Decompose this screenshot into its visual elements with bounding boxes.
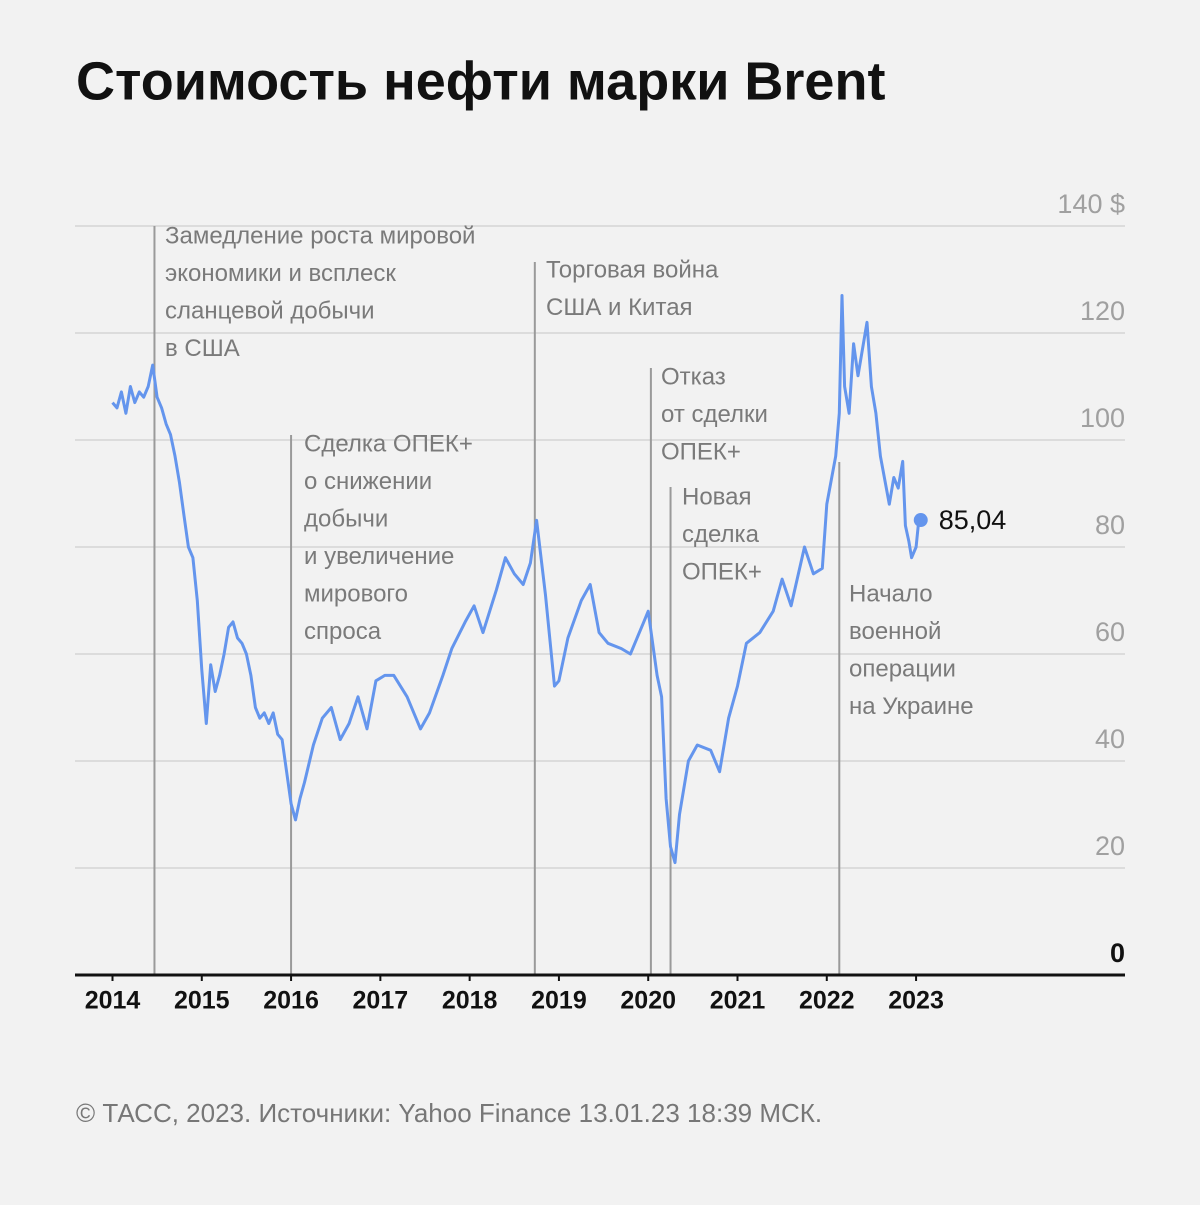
annotation-text: о снижении: [304, 468, 432, 495]
annotation-text: сделка: [682, 521, 760, 548]
annotation-text: Начало: [849, 580, 933, 607]
annotation-text: спроса: [304, 618, 382, 645]
footer: © ТАСС, 2023. Источники: Yahoo Finance 1…: [76, 1098, 822, 1128]
y-tick-label: 120: [1080, 296, 1125, 326]
last-point: [913, 513, 928, 528]
annotation-text: экономики и всплеск: [165, 260, 396, 287]
x-tick-label: 2015: [174, 987, 230, 1015]
annotation-text: добычи: [304, 505, 388, 532]
x-tick-label: 2016: [263, 987, 319, 1015]
x-tick-label: 2018: [442, 987, 498, 1015]
y-tick-label: 0: [1110, 938, 1125, 968]
chart-title: Стоимость нефти марки Brent: [76, 51, 885, 111]
y-tick-label: 20: [1095, 831, 1125, 861]
annotation-text: на Украине: [849, 693, 974, 720]
y-tick-label: 140 $: [1057, 189, 1125, 219]
annotation-text: в США: [165, 335, 240, 362]
last-value-label: 85,04: [939, 505, 1007, 535]
annotation-text: Торговая война: [546, 256, 719, 283]
annotation-text: мирового: [304, 580, 408, 607]
x-tick-label: 2023: [888, 987, 944, 1015]
annotation-text: и увеличение: [304, 543, 454, 570]
annotation-text: США и Китая: [546, 294, 693, 321]
x-tick-label: 2022: [799, 987, 855, 1015]
annotation-text: ОПЕК+: [661, 438, 741, 465]
annotation-text: Замедление роста мировой: [165, 222, 475, 249]
price-line: [111, 294, 921, 865]
annotation-text: ОПЕК+: [682, 558, 762, 585]
annotation-text: Новая: [682, 483, 752, 510]
x-tick-label: 2014: [85, 987, 141, 1015]
annotation-text: Отказ: [661, 363, 726, 390]
x-tick-label: 2019: [531, 987, 587, 1015]
x-tick-label: 2020: [620, 987, 676, 1015]
annotation-text: сланцевой добычи: [165, 297, 375, 324]
y-tick-label: 80: [1095, 510, 1125, 540]
annotation-text: от сделки: [661, 401, 768, 428]
x-tick-label: 2021: [710, 987, 766, 1015]
y-tick-label: 100: [1080, 403, 1125, 433]
y-tick-label: 60: [1095, 617, 1125, 647]
annotation-text: военной: [849, 618, 941, 645]
annotation-text: операции: [849, 655, 956, 682]
annotation-text: Сделка ОПЕК+: [304, 430, 473, 457]
y-tick-label: 40: [1095, 724, 1125, 754]
x-tick-label: 2017: [353, 987, 409, 1015]
